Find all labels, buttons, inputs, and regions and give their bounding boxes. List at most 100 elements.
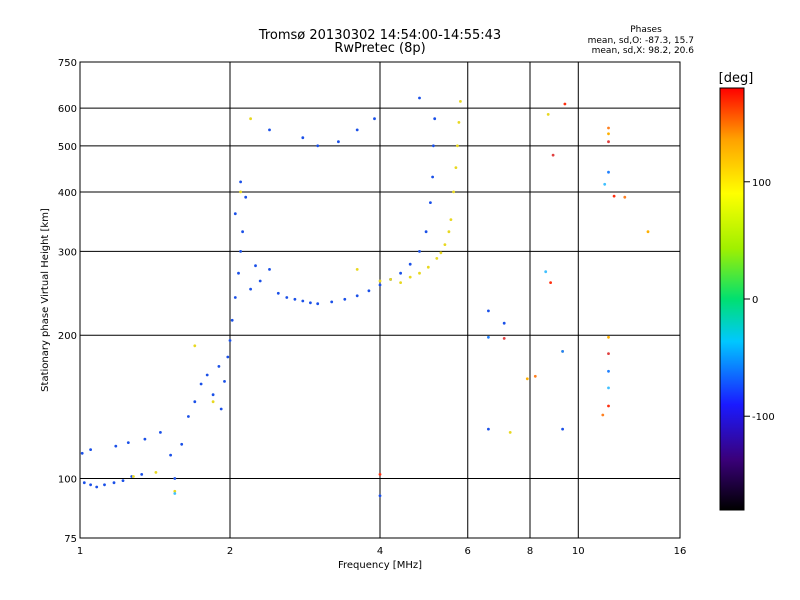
- data-point: [429, 201, 432, 205]
- data-point: [502, 321, 506, 325]
- data-point: [159, 431, 162, 434]
- data-point: [607, 386, 610, 390]
- data-point: [431, 175, 434, 179]
- data-point: [454, 166, 458, 170]
- data-point: [309, 301, 312, 305]
- y-tick-label: 750: [58, 58, 77, 69]
- data-point: [258, 279, 262, 283]
- data-point: [378, 283, 382, 287]
- data-point: [435, 257, 439, 260]
- data-point: [525, 377, 529, 381]
- data-point: [389, 278, 392, 281]
- x-tick-label: 4: [377, 546, 383, 557]
- data-point: [205, 373, 209, 377]
- colorbar-ticks: 100 0 -100: [744, 178, 775, 423]
- data-point: [607, 140, 610, 144]
- data-point: [533, 374, 537, 378]
- chart-subtitle: RwPretec (8p): [334, 41, 425, 56]
- y-tick-label: 500: [58, 142, 77, 153]
- data-point: [154, 471, 158, 474]
- grid-lines: [80, 62, 680, 538]
- data-point: [95, 485, 99, 489]
- plot-frame: [79, 61, 681, 539]
- y-tick-label: 600: [58, 104, 77, 115]
- data-point: [143, 437, 147, 441]
- data-point: [544, 270, 548, 274]
- data-point: [223, 380, 226, 383]
- stats-line-x: mean, sd,X: 98.2, 20.6: [592, 46, 695, 56]
- data-point: [249, 117, 253, 121]
- data-point: [447, 230, 451, 234]
- x-tick-label: 1: [77, 546, 83, 557]
- data-point: [226, 355, 230, 359]
- data-point: [459, 100, 462, 103]
- data-point: [355, 294, 359, 298]
- data-point: [433, 117, 437, 121]
- data-point: [343, 297, 347, 301]
- stats-header: Phases: [630, 25, 662, 35]
- data-point: [301, 136, 305, 140]
- data-point: [268, 128, 271, 132]
- data-point: [378, 279, 382, 283]
- data-point: [607, 126, 610, 130]
- data-point: [217, 365, 221, 368]
- data-point: [169, 453, 173, 457]
- data-point: [561, 350, 564, 353]
- data-point: [546, 113, 550, 116]
- y-tick-label: 300: [58, 247, 77, 258]
- colorbar: [719, 87, 745, 511]
- colorbar-tick-label: -100: [752, 412, 775, 423]
- data-point: [230, 318, 234, 322]
- data-point: [426, 265, 430, 269]
- data-point: [561, 427, 564, 431]
- y-tick-label: 200: [58, 331, 77, 342]
- data-point: [563, 102, 567, 106]
- data-point: [487, 335, 490, 339]
- data-point: [439, 251, 443, 255]
- chart-title: Tromsø 20130302 14:54:00-14:55:43: [258, 28, 501, 43]
- data-point: [452, 190, 455, 194]
- data-point: [132, 475, 135, 478]
- y-tick-label: 75: [64, 534, 77, 545]
- data-point: [316, 144, 320, 148]
- data-point: [457, 121, 461, 124]
- data-point: [418, 271, 421, 275]
- data-point: [268, 268, 271, 271]
- data-point: [187, 415, 190, 418]
- x-tick-label: 6: [465, 546, 471, 557]
- data-point: [418, 96, 421, 100]
- data-point: [399, 281, 402, 284]
- data-point: [355, 128, 359, 132]
- y-tick-label: 100: [58, 475, 77, 486]
- data-point: [330, 300, 334, 304]
- colorbar-tick-label: 0: [752, 295, 758, 306]
- data-point: [126, 441, 130, 444]
- data-point: [607, 170, 610, 174]
- data-point: [549, 281, 552, 284]
- data-point: [607, 335, 610, 339]
- data-point: [508, 431, 512, 434]
- data-point: [373, 117, 376, 121]
- data-point: [199, 382, 203, 386]
- data-point: [112, 481, 116, 485]
- data-point: [623, 195, 627, 199]
- data-point: [316, 302, 320, 306]
- y-ticks: 75 100 200 300 400 500 600 750: [58, 58, 77, 545]
- data-point: [443, 243, 447, 247]
- x-tick-label: 10: [572, 546, 585, 557]
- data-point: [180, 442, 184, 446]
- data-point: [80, 451, 84, 455]
- data-point: [211, 393, 215, 397]
- x-tick-label: 8: [527, 546, 533, 557]
- data-point: [140, 473, 144, 476]
- data-point: [487, 309, 490, 313]
- data-point: [607, 132, 610, 136]
- data-point: [378, 494, 382, 498]
- data-point: [193, 344, 197, 348]
- data-point: [239, 190, 243, 194]
- data-point: [173, 492, 177, 495]
- data-point: [612, 194, 616, 198]
- data-point: [193, 400, 197, 404]
- data-point: [603, 182, 607, 186]
